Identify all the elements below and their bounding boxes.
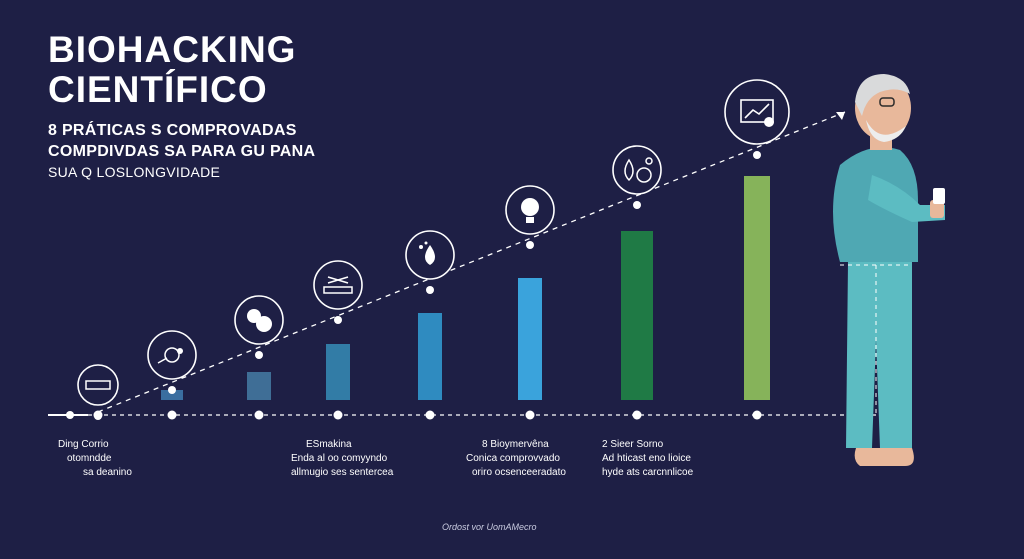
bar-8 — [744, 176, 770, 400]
arm — [868, 175, 945, 222]
caption-3-line-2: Conica comprovvado — [466, 453, 560, 464]
baseline-dot-3 — [254, 410, 264, 420]
bar-2 — [161, 390, 183, 400]
bed-icon-glyph — [85, 380, 111, 390]
caption-4-line-3: hyde ats carcnnlicoe — [602, 467, 694, 478]
shirt — [833, 147, 918, 262]
fitness-icon — [313, 260, 363, 310]
trend-dot-8 — [753, 151, 761, 159]
bed-icon — [77, 364, 119, 406]
trousers — [846, 262, 912, 448]
bars-layer — [93, 176, 770, 420]
bar-7 — [621, 231, 653, 400]
page-title: BIOHACKING CIENTÍFICO — [48, 30, 296, 110]
caption-2-line-2: Enda al oo comyyndo — [291, 453, 388, 464]
footer-credit: Ordost vor UomAMecro — [442, 522, 537, 532]
bar-5 — [418, 313, 442, 400]
trend-dot-1 — [94, 412, 102, 420]
caption-2-line-3: allmugio ses sentercea — [291, 467, 394, 478]
baseline-dot-4 — [333, 410, 343, 420]
baseline-dot-7 — [632, 410, 642, 420]
trend-line — [97, 111, 846, 413]
caption-1: Ding Corrio otomndde sa deanino — [58, 438, 132, 480]
molecule-icon — [147, 330, 197, 380]
trend-dot-7 — [633, 201, 641, 209]
trend-arrow-head — [836, 112, 845, 120]
glasses — [879, 97, 895, 107]
chart-monitor-icon-glyph — [740, 99, 774, 127]
caption-1-line-2: otomndde — [67, 453, 112, 464]
drop-fan-icon — [612, 145, 662, 195]
hand — [930, 200, 944, 218]
heart-icon-glyph — [247, 309, 272, 332]
fitness-icon-glyph — [323, 276, 353, 294]
bar-3 — [247, 372, 271, 400]
title-line-2: CIENTÍFICO — [48, 69, 268, 110]
baseline-dot-5 — [425, 410, 435, 420]
subtitle-line-1: 8 PRÁTICAS S COMPROVADAS — [48, 122, 297, 139]
baseline-dot-2 — [167, 410, 177, 420]
baseline-dot-8 — [752, 410, 762, 420]
caption-4-line-1: 2 Sieer Sorno — [602, 439, 664, 450]
caption-1-line-3: sa deanino — [83, 467, 132, 478]
baseline-dot-6 — [525, 410, 535, 420]
bar-6 — [518, 278, 542, 400]
elderly-man-figure — [833, 74, 945, 466]
trend-dot-5 — [426, 286, 434, 294]
trend-dot-3 — [255, 351, 263, 359]
icons-layer — [77, 79, 790, 420]
cup — [933, 188, 945, 204]
hair — [855, 74, 910, 116]
caption-1-line-1: Ding Corrio — [58, 439, 109, 450]
caption-4: 2 Sieer Sorno Ad hticast eno lioice hyde… — [602, 438, 693, 480]
subtitle-line-2: COMPDIVDAS SA PARA GU PANA — [48, 143, 316, 160]
caption-3-line-3: oriro ocsenceeradato — [472, 467, 566, 478]
bar-4 — [326, 344, 350, 400]
baseline-start-dot — [66, 411, 74, 419]
brain-bulb-icon-glyph — [521, 198, 539, 223]
subtitle: 8 PRÁTICAS S COMPROVADAS COMPDIVDAS SA P… — [48, 120, 315, 183]
drop-fan-icon-glyph — [624, 157, 653, 183]
caption-3: 8 Bioymervêna Conica comprovvado oriro o… — [466, 438, 566, 480]
foot — [854, 448, 914, 466]
trend-dot-2 — [168, 386, 176, 394]
subtitle-line-3: SUA Q LOSLONGVIDADE — [48, 164, 221, 180]
caption-3-line-1: 8 Bioymervêna — [482, 439, 549, 450]
water-drops-icon-glyph — [419, 241, 435, 265]
caption-4-line-2: Ad hticast eno lioice — [602, 453, 691, 464]
trend-dot-4 — [334, 316, 342, 324]
trend-dot-6 — [526, 241, 534, 249]
molecule-icon-glyph — [157, 347, 183, 364]
caption-2-line-1: ESmakina — [306, 439, 352, 450]
beard — [866, 120, 906, 142]
caption-2: ESmakina Enda al oo comyyndo allmugio se… — [291, 438, 393, 480]
title-line-1: BIOHACKING — [48, 29, 297, 70]
